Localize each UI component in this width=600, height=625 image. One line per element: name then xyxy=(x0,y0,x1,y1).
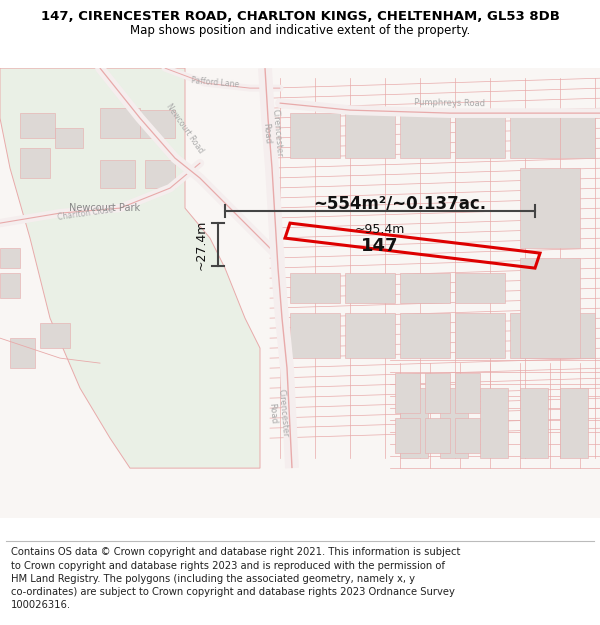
Polygon shape xyxy=(0,68,260,468)
Bar xyxy=(290,313,340,358)
Text: Cirencester
Road: Cirencester Road xyxy=(266,388,290,438)
Bar xyxy=(140,110,175,138)
Bar xyxy=(290,273,340,303)
Text: 147: 147 xyxy=(361,237,399,255)
Text: ~27.4m: ~27.4m xyxy=(195,219,208,270)
Bar xyxy=(0,273,20,298)
Bar xyxy=(400,273,450,303)
Bar xyxy=(520,258,580,358)
Text: Charlton Close: Charlton Close xyxy=(56,206,113,222)
Bar xyxy=(400,113,450,158)
Bar xyxy=(100,108,140,138)
Bar xyxy=(395,418,420,453)
Bar xyxy=(400,313,450,358)
Bar xyxy=(520,388,548,458)
Bar xyxy=(400,388,428,458)
Bar xyxy=(345,273,395,303)
Text: ~554m²/~0.137ac.: ~554m²/~0.137ac. xyxy=(313,194,487,212)
Text: Newcourt Road: Newcourt Road xyxy=(164,102,205,154)
Bar xyxy=(145,160,175,188)
Bar xyxy=(0,248,20,268)
Bar xyxy=(100,160,135,188)
Bar xyxy=(455,313,505,358)
Bar xyxy=(510,113,560,158)
Bar xyxy=(345,113,395,158)
Text: Map shows position and indicative extent of the property.: Map shows position and indicative extent… xyxy=(130,24,470,37)
Bar xyxy=(345,313,395,358)
Bar xyxy=(455,273,505,303)
Bar xyxy=(440,388,468,458)
Bar xyxy=(480,388,508,458)
Bar xyxy=(455,373,480,413)
Bar xyxy=(20,113,55,138)
Bar xyxy=(10,338,35,368)
Bar xyxy=(520,168,580,248)
Text: Newcourt Park: Newcourt Park xyxy=(70,203,140,213)
Text: Cirencester
Road: Cirencester Road xyxy=(260,108,284,158)
Bar xyxy=(40,323,70,348)
Bar xyxy=(560,113,595,158)
Bar xyxy=(455,418,480,453)
Bar xyxy=(425,418,450,453)
Bar xyxy=(560,313,595,358)
Bar xyxy=(425,373,450,413)
Text: Contains OS data © Crown copyright and database right 2021. This information is : Contains OS data © Crown copyright and d… xyxy=(11,548,460,610)
Text: Pumphreys Road: Pumphreys Road xyxy=(415,98,485,108)
Bar xyxy=(510,313,560,358)
Bar xyxy=(20,148,50,178)
Bar xyxy=(55,128,83,148)
Bar xyxy=(455,113,505,158)
Bar xyxy=(560,388,588,458)
Text: 147, CIRENCESTER ROAD, CHARLTON KINGS, CHELTENHAM, GL53 8DB: 147, CIRENCESTER ROAD, CHARLTON KINGS, C… xyxy=(41,11,559,24)
Text: ~95.4m: ~95.4m xyxy=(355,223,405,236)
Bar xyxy=(395,373,420,413)
Text: Pafford Lane: Pafford Lane xyxy=(191,76,239,89)
Bar xyxy=(290,113,340,158)
